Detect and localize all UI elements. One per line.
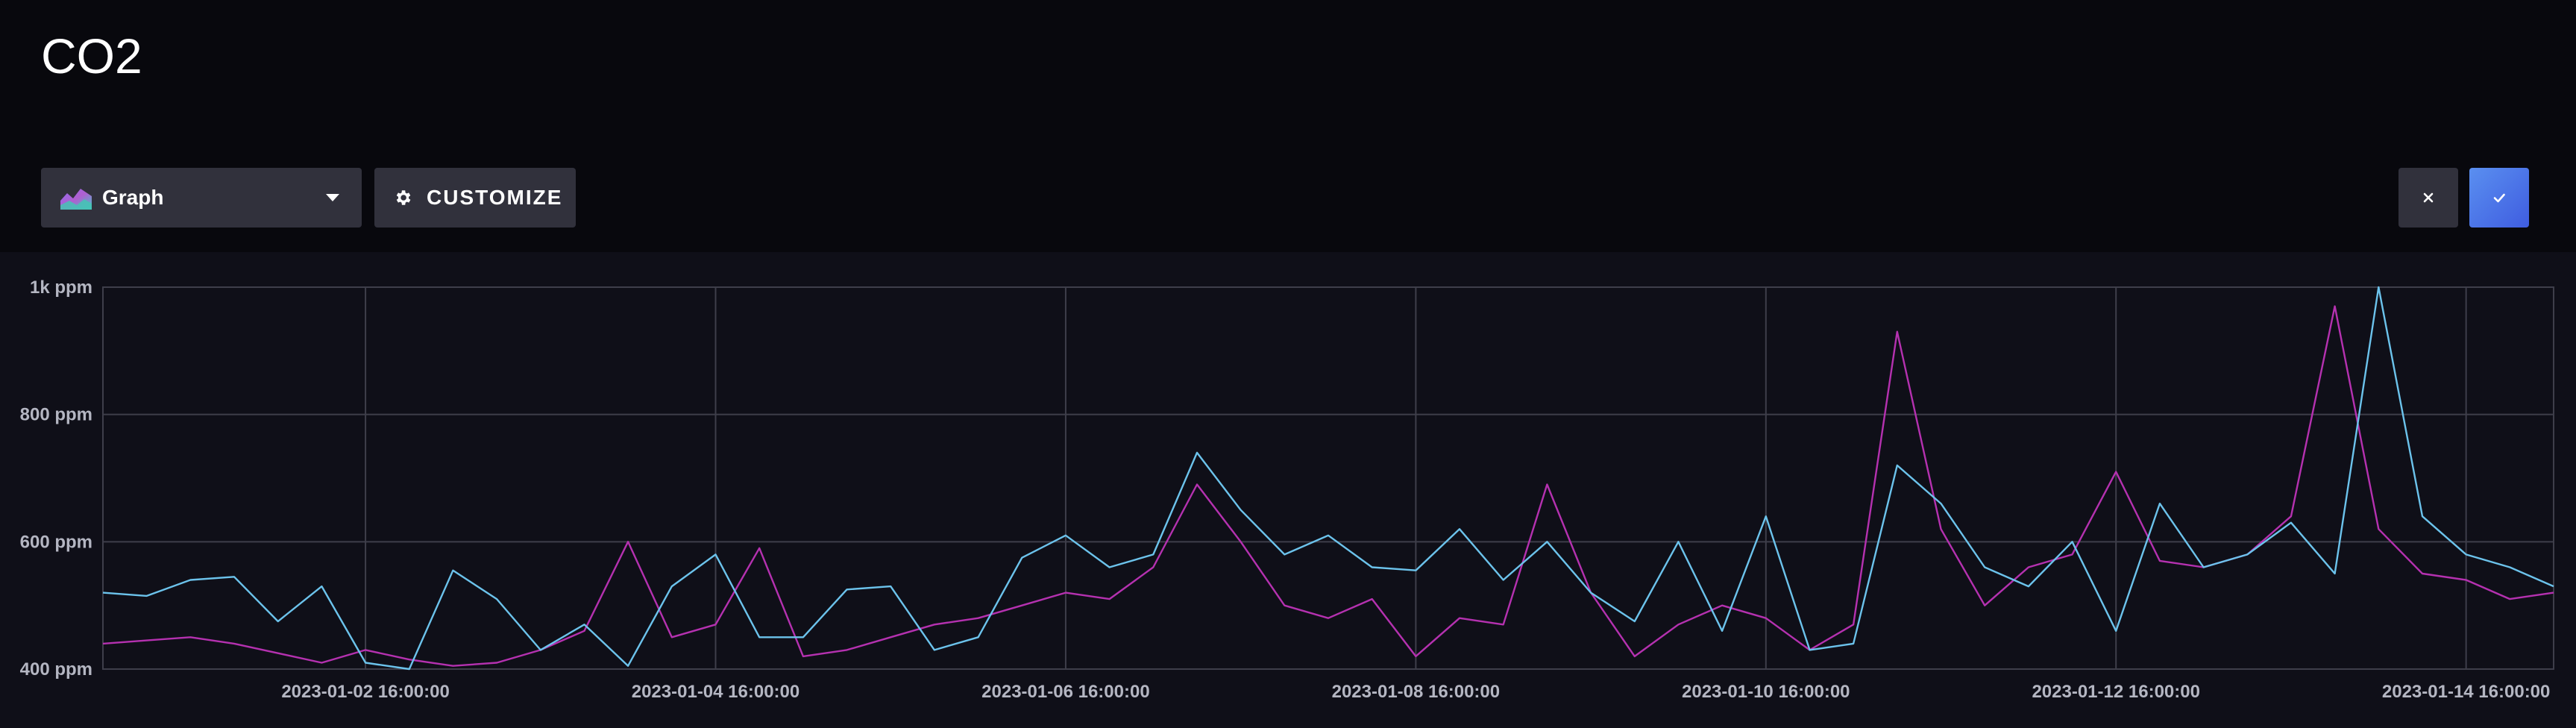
page-title: CO2	[41, 28, 142, 84]
y-tick-label: 1k ppm	[30, 277, 92, 298]
x-tick-label: 2023-01-06 16:00:00	[981, 682, 1150, 702]
x-tick-label: 2023-01-02 16:00:00	[281, 682, 450, 702]
series-line-2	[102, 305, 2554, 667]
series-line-1	[102, 286, 2554, 671]
close-icon	[2423, 192, 2434, 203]
co2-line-chart: 400 ppm 600 ppm 800 ppm 1k ppm 2023-01-02 16…	[20, 277, 2554, 702]
plot-frame	[102, 286, 2554, 670]
x-tick-label: 2023-01-10 16:00:00	[1682, 682, 1850, 702]
x-tick-label: 2023-01-08 16:00:00	[1332, 682, 1501, 702]
x-tick-label: 2023-01-12 16:00:00	[2032, 682, 2200, 702]
x-tick-label: 2023-01-04 16:00:00	[632, 682, 800, 702]
visualization-type-dropdown[interactable]: Graph	[41, 168, 362, 228]
y-tick-label: 600 ppm	[20, 532, 92, 552]
cancel-button[interactable]	[2398, 168, 2458, 228]
page-header: CO2 Graph CUSTOMIZE	[0, 0, 2576, 252]
gear-icon	[396, 190, 411, 205]
y-tick-label: 400 ppm	[20, 659, 92, 680]
apply-button[interactable]	[2469, 168, 2529, 228]
check-icon	[2493, 193, 2505, 203]
customize-button[interactable]: CUSTOMIZE	[374, 168, 576, 228]
y-tick-label: 800 ppm	[20, 405, 92, 425]
graph-type-icon	[60, 189, 92, 210]
customize-label: CUSTOMIZE	[427, 186, 563, 209]
graph-panel: 400 ppm 600 ppm 800 ppm 1k ppm 2023-01-02 16…	[0, 252, 2576, 728]
chevron-down-icon	[326, 194, 339, 201]
x-tick-label: 2023-01-14 16:00:00	[2382, 682, 2551, 702]
visualization-type-label: Graph	[102, 186, 164, 209]
